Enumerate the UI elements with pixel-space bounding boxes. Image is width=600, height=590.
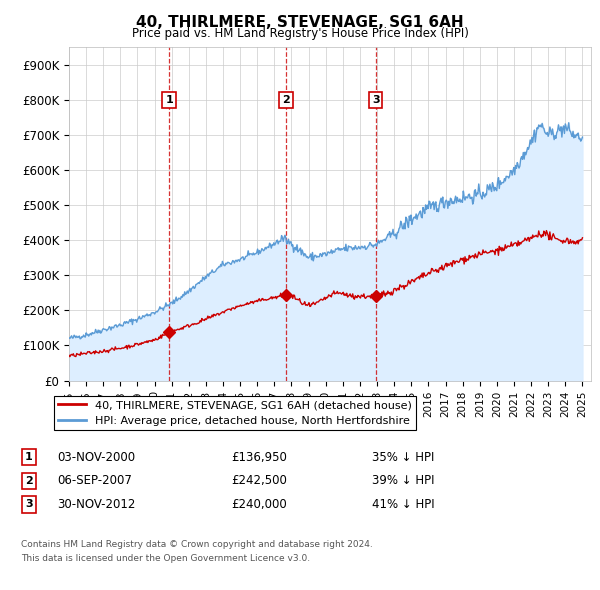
Text: 06-SEP-2007: 06-SEP-2007 — [57, 474, 132, 487]
Text: 40, THIRLMERE, STEVENAGE, SG1 6AH: 40, THIRLMERE, STEVENAGE, SG1 6AH — [136, 15, 464, 30]
Text: This data is licensed under the Open Government Licence v3.0.: This data is licensed under the Open Gov… — [21, 555, 310, 563]
Text: 1: 1 — [165, 95, 173, 105]
Text: 3: 3 — [372, 95, 380, 105]
Text: £240,000: £240,000 — [231, 498, 287, 511]
Text: 3: 3 — [25, 500, 32, 509]
Text: 30-NOV-2012: 30-NOV-2012 — [57, 498, 136, 511]
Text: 35% ↓ HPI: 35% ↓ HPI — [372, 451, 434, 464]
Text: Price paid vs. HM Land Registry's House Price Index (HPI): Price paid vs. HM Land Registry's House … — [131, 27, 469, 40]
Text: Contains HM Land Registry data © Crown copyright and database right 2024.: Contains HM Land Registry data © Crown c… — [21, 540, 373, 549]
Text: £242,500: £242,500 — [231, 474, 287, 487]
Text: 39% ↓ HPI: 39% ↓ HPI — [372, 474, 434, 487]
Text: 2: 2 — [25, 476, 32, 486]
Text: £136,950: £136,950 — [231, 451, 287, 464]
Text: 03-NOV-2000: 03-NOV-2000 — [57, 451, 135, 464]
Text: 1: 1 — [25, 453, 32, 462]
Text: 2: 2 — [282, 95, 290, 105]
Legend: 40, THIRLMERE, STEVENAGE, SG1 6AH (detached house), HPI: Average price, detached: 40, THIRLMERE, STEVENAGE, SG1 6AH (detac… — [53, 396, 416, 430]
Text: 41% ↓ HPI: 41% ↓ HPI — [372, 498, 434, 511]
